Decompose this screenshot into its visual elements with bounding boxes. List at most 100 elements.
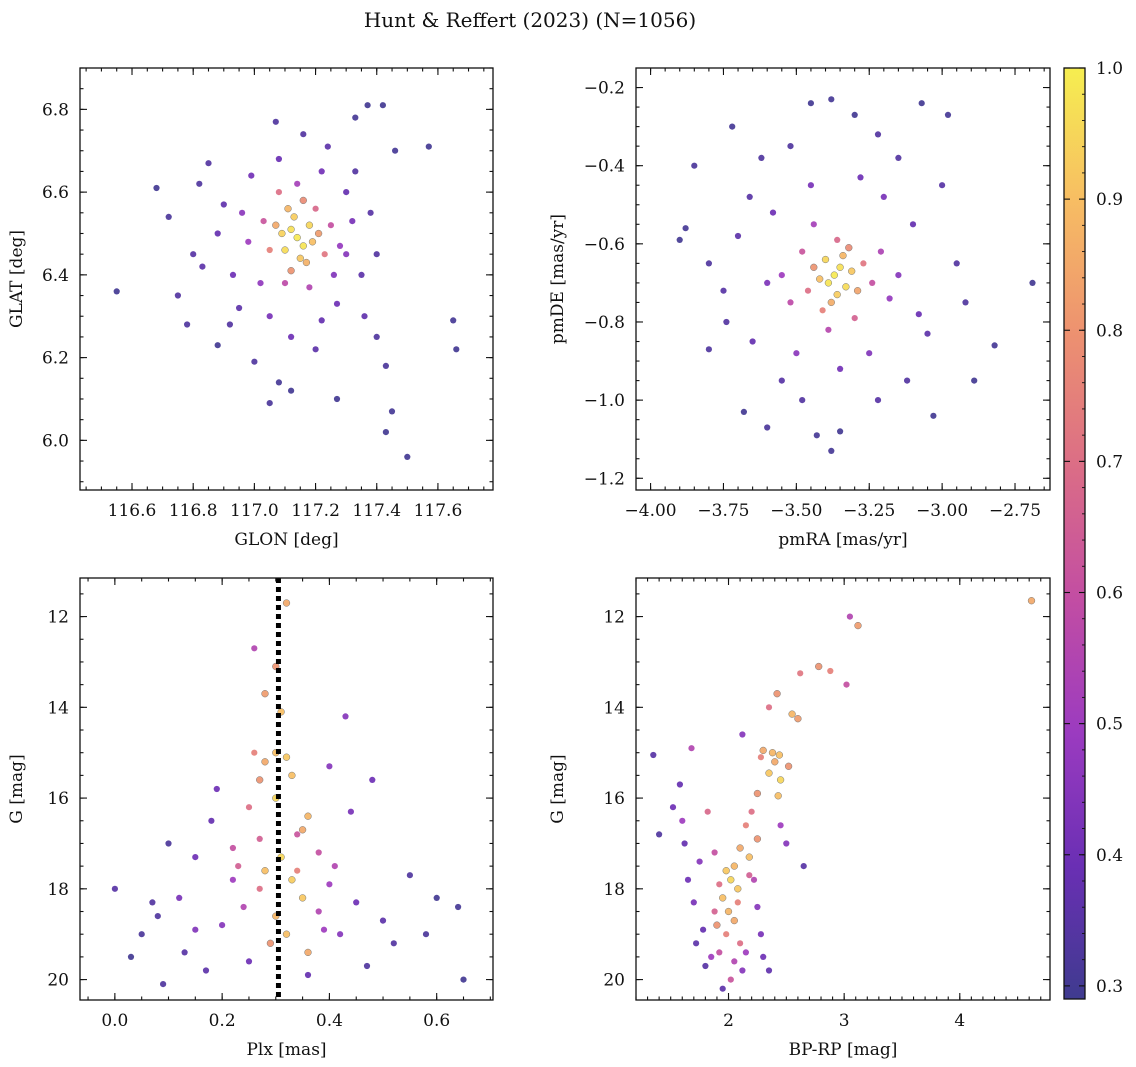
colorbar-tick-label: 0.8 (1096, 321, 1123, 341)
data-point (778, 272, 785, 279)
x-tick-label: 117.0 (230, 501, 279, 521)
data-point (729, 123, 736, 130)
data-point (877, 248, 885, 255)
data-point (288, 333, 295, 340)
data-point (318, 168, 325, 175)
data-point (713, 921, 721, 929)
data-point (361, 313, 368, 320)
data-point (257, 280, 264, 287)
data-point (382, 362, 389, 369)
data-point (343, 189, 350, 196)
data-point (739, 967, 746, 974)
data-point (205, 160, 212, 167)
data-point (390, 940, 397, 947)
data-point (373, 251, 380, 258)
data-point (1027, 597, 1036, 605)
data-point (742, 949, 750, 956)
data-point (349, 218, 356, 225)
x-tick-label: 117.2 (291, 501, 340, 521)
data-point (149, 899, 156, 906)
data-point (379, 102, 386, 109)
x-tick-label: −3.25 (843, 501, 895, 521)
data-point (367, 209, 374, 216)
data-point (293, 233, 301, 242)
data-point (696, 858, 703, 865)
panel-plx-g: 0.0 0.2 0.4 0.6 12 14 16 18 20 Plx [mas] G [mag] (7, 577, 494, 1060)
data-point (113, 288, 120, 295)
data-point (749, 338, 756, 345)
data-point (239, 209, 246, 216)
data-point (705, 346, 713, 353)
data-point (251, 749, 258, 756)
data-point (851, 111, 858, 118)
data-point (306, 284, 313, 291)
data-point (235, 863, 242, 870)
data-point (716, 949, 723, 956)
scatter-points (676, 96, 1036, 454)
data-point (343, 251, 350, 258)
panel-pm: −4.00 −3.75 −3.50 −3.25 −3.00 −2.75 −1.2 −1.0 −0… (548, 67, 1051, 550)
data-point (127, 953, 135, 961)
data-point (991, 342, 998, 349)
data-point (944, 111, 952, 118)
data-point (953, 260, 960, 267)
data-point (711, 908, 718, 915)
data-point (226, 321, 233, 328)
data-point (330, 271, 337, 278)
data-point (759, 746, 767, 755)
data-point (716, 881, 723, 888)
data-point (650, 751, 657, 759)
data-point (422, 931, 430, 938)
data-point (851, 315, 858, 322)
x-tick-label: 3 (839, 1011, 850, 1031)
data-point (784, 762, 793, 770)
data-point (727, 976, 734, 983)
data-point (783, 840, 790, 847)
data-point (778, 377, 785, 384)
data-point (705, 260, 713, 267)
data-point (229, 844, 236, 852)
data-point (245, 238, 252, 245)
x-tick-label: 117.4 (352, 501, 401, 521)
data-point (734, 899, 741, 906)
data-point (327, 222, 334, 229)
y-tick-label: −0.8 (584, 313, 625, 333)
data-point (192, 854, 199, 861)
data-point (288, 771, 296, 780)
data-point (793, 350, 800, 357)
data-point (810, 263, 818, 271)
data-point (111, 885, 118, 892)
data-point (281, 246, 289, 254)
data-point (229, 876, 236, 883)
data-point (827, 667, 834, 675)
data-point (924, 330, 931, 337)
data-point (352, 168, 359, 175)
x-tick-label: 0.0 (101, 1011, 128, 1031)
data-point (765, 967, 773, 974)
data-point (693, 940, 700, 947)
data-point (369, 776, 376, 784)
data-point (284, 205, 292, 213)
data-point (869, 279, 876, 286)
data-point (824, 279, 833, 287)
y-tick-label: 18 (47, 880, 69, 900)
x-tick-label: 116.6 (108, 501, 157, 521)
data-point (799, 397, 806, 404)
colorbar-ticks: 0.3 0.4 0.5 0.6 0.7 0.8 0.9 1.0 (1064, 59, 1123, 997)
y-tick-label: 20 (603, 971, 625, 991)
data-point (404, 453, 411, 460)
y-axis-label: G [mag] (548, 754, 568, 823)
data-point (302, 258, 311, 267)
data-point (771, 758, 779, 766)
data-point (723, 931, 730, 938)
colorbar-gradient (1064, 68, 1085, 999)
y-tick-label: 6.2 (42, 349, 69, 369)
data-point (406, 872, 413, 879)
data-point (768, 749, 777, 757)
data-point (275, 189, 282, 196)
data-point (794, 715, 802, 723)
data-point (275, 379, 282, 386)
colorbar-frame (1063, 67, 1086, 1000)
data-point (282, 599, 291, 607)
data-point (184, 321, 191, 328)
